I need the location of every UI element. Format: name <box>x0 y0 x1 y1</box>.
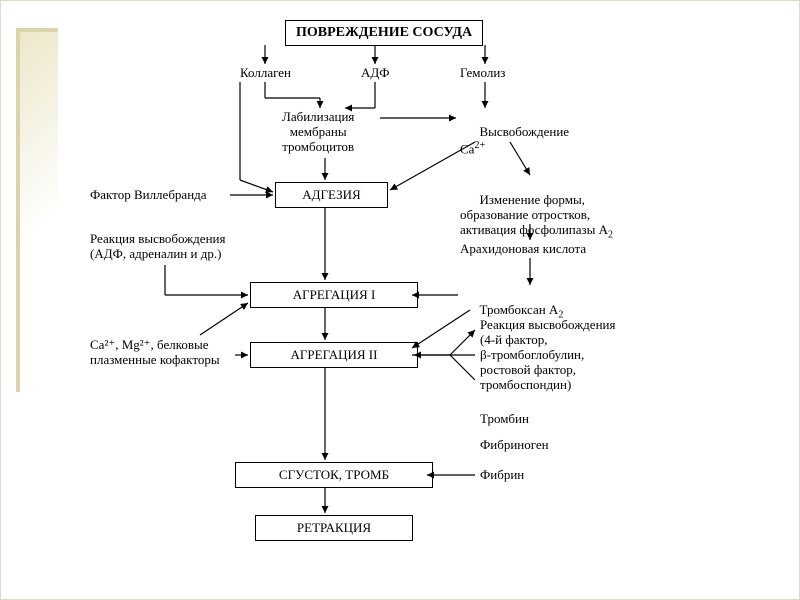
node-thrombin: Тромбин <box>480 412 529 427</box>
node-adhesion: АДГЕЗИЯ <box>275 182 388 208</box>
node-aggregation2: АГРЕГАЦИЯ II <box>250 342 418 368</box>
node-release2: Реакция высвобождения (4-й фактор, β-тро… <box>480 318 615 393</box>
diagram-canvas: ПОВРЕЖДЕНИЕ СОСУДА Коллаген АДФ Гемолиз … <box>80 20 720 580</box>
node-ca-mg: Ca²⁺, Mg²⁺, белковые плазменные кофактор… <box>90 338 220 368</box>
node-fibrinogen: Фибриноген <box>480 438 549 453</box>
node-adp: АДФ <box>361 66 390 81</box>
shape-change-text: Изменение формы, образование отростков, … <box>460 192 608 237</box>
node-release-ca: Высвобождение Ca2+ <box>460 110 569 172</box>
node-hemolysis: Гемолиз <box>460 66 505 81</box>
node-vessel-damage: ПОВРЕЖДЕНИЕ СОСУДА <box>285 20 483 46</box>
a2-subscript-1: 2 <box>608 229 613 240</box>
node-aggregation1: АГРЕГАЦИЯ I <box>250 282 418 308</box>
thromboxane-text: Тромбоксан A <box>480 302 559 317</box>
node-release1: Реакция высвобождения (АДФ, адреналин и … <box>90 232 225 262</box>
node-collagen: Коллаген <box>240 66 291 81</box>
node-vwf: Фактор Виллебранда <box>90 188 207 203</box>
slide-background: ПОВРЕЖДЕНИЕ СОСУДА Коллаген АДФ Гемолиз … <box>0 0 800 600</box>
decorative-corner <box>16 28 58 392</box>
node-labilization: Лабилизация мембраны тромбоцитов <box>282 110 354 155</box>
node-fibrin: Фибрин <box>480 468 524 483</box>
ca-superscript: 2+ <box>474 140 485 151</box>
node-retraction: РЕТРАКЦИЯ <box>255 515 413 541</box>
node-arachidonic: Арахидоновая кислота <box>460 242 586 257</box>
node-clot: СГУСТОК, ТРОМБ <box>235 462 433 488</box>
